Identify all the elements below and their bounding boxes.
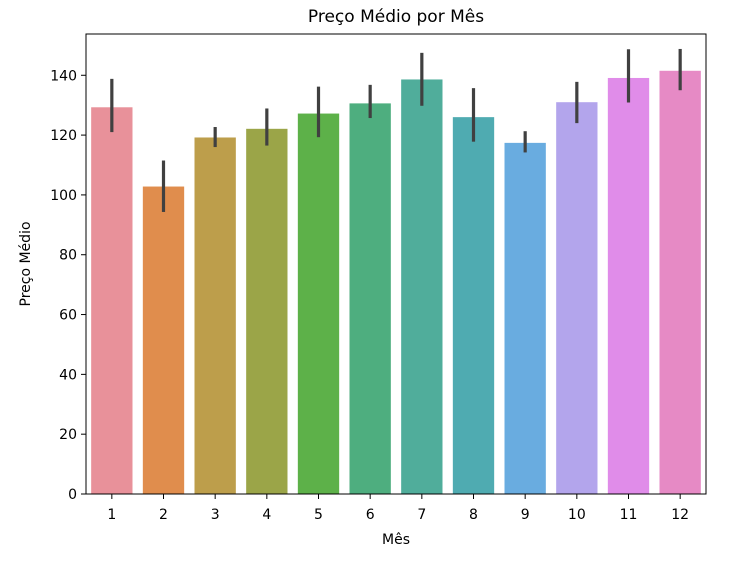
- x-tick-label: 11: [620, 507, 638, 523]
- x-tick-label: 8: [469, 507, 478, 523]
- y-tick-label: 20: [59, 427, 77, 443]
- error-bars-layer: [110, 48, 682, 212]
- bar-month-3: [194, 137, 236, 494]
- x-tick-label: 6: [366, 507, 375, 523]
- bar-month-9: [504, 142, 546, 495]
- bar-month-5: [297, 113, 340, 495]
- x-axis-label: Mês: [382, 532, 410, 548]
- bar-month-7: [401, 79, 443, 494]
- x-tick-label: 5: [314, 507, 323, 523]
- plot-frame: [85, 33, 707, 495]
- y-tick-label: 100: [50, 188, 77, 204]
- bar-month-12: [659, 70, 701, 495]
- bar-month-4: [246, 128, 288, 494]
- bar-month-6: [349, 103, 391, 494]
- bar-month-8: [452, 117, 495, 494]
- x-tick-label: 2: [159, 507, 168, 523]
- bar-month-11: [607, 77, 650, 494]
- bars-layer: [91, 70, 701, 495]
- x-axis: 1 2 3 4 5 6 7 8 9 10 11 12: [107, 494, 689, 523]
- y-axis-label: Preço Médio: [18, 221, 34, 306]
- y-axis: 0 20 40 60 80 100 120 140: [50, 68, 86, 503]
- chart-title: Preço Médio por Mês: [308, 7, 484, 27]
- y-tick-label: 140: [50, 68, 77, 84]
- y-tick-label: 120: [50, 128, 77, 144]
- x-tick-label: 1: [107, 507, 116, 523]
- y-tick-label: 0: [68, 487, 77, 503]
- y-tick-label: 60: [59, 308, 77, 324]
- bar-month-10: [556, 102, 598, 495]
- bar-month-1: [91, 107, 133, 495]
- bar-month-2: [142, 186, 185, 494]
- x-tick-label: 3: [211, 507, 220, 523]
- x-tick-label: 4: [262, 507, 271, 523]
- x-tick-label: 12: [671, 507, 689, 523]
- x-tick-label: 7: [417, 507, 426, 523]
- y-tick-label: 40: [59, 367, 77, 383]
- y-tick-label: 80: [59, 248, 77, 264]
- x-tick-label: 10: [568, 507, 586, 523]
- x-tick-label: 9: [521, 507, 530, 523]
